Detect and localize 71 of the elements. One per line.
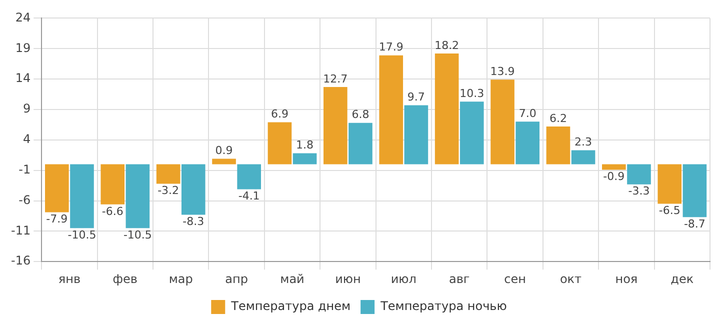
x-tick-label: май bbox=[280, 272, 304, 286]
data-label: 12.7 bbox=[323, 72, 348, 86]
y-tick-label: 9 bbox=[22, 102, 31, 116]
bar bbox=[490, 80, 514, 164]
data-label: -7.9 bbox=[46, 212, 68, 226]
x-tick-label: дек bbox=[670, 272, 694, 286]
bar bbox=[546, 126, 570, 164]
y-tick-label: -1 bbox=[18, 162, 31, 176]
bar bbox=[212, 158, 236, 164]
y-tick-label: 4 bbox=[22, 132, 31, 146]
bar bbox=[100, 164, 125, 204]
x-tick-label: июн bbox=[335, 272, 361, 286]
data-label: -8.7 bbox=[684, 218, 706, 231]
y-tick-label: 19 bbox=[15, 40, 31, 55]
y-tick-label: 14 bbox=[15, 71, 31, 86]
y-tick-label: 24 bbox=[15, 10, 31, 24]
data-label: -6.5 bbox=[658, 204, 680, 218]
data-label: -3.2 bbox=[158, 184, 180, 198]
legend-label: Температура ночью bbox=[380, 299, 507, 314]
data-label: 2.3 bbox=[574, 136, 592, 149]
data-label: -10.5 bbox=[68, 228, 96, 242]
data-label: 9.7 bbox=[407, 90, 425, 104]
bar bbox=[292, 153, 317, 164]
x-tick-label: ноя bbox=[615, 272, 638, 286]
x-tick-label: фев bbox=[112, 272, 138, 286]
data-label: -4.1 bbox=[238, 190, 260, 203]
bar bbox=[658, 164, 682, 204]
bar bbox=[627, 164, 651, 184]
x-tick-label: мар bbox=[168, 272, 193, 286]
data-label: -6.6 bbox=[102, 204, 124, 218]
y-tick-label: -16 bbox=[10, 254, 31, 268]
data-label: 0.9 bbox=[215, 144, 233, 158]
data-label: 13.9 bbox=[490, 65, 515, 78]
bar bbox=[602, 164, 626, 170]
data-label: 6.2 bbox=[549, 112, 567, 125]
data-label: -3.3 bbox=[628, 184, 650, 198]
y-tick-label: -6 bbox=[18, 192, 31, 207]
data-label: 7.0 bbox=[518, 107, 536, 120]
bar bbox=[571, 150, 596, 164]
x-tick-label: янв bbox=[58, 272, 81, 286]
data-label: -0.9 bbox=[603, 170, 625, 184]
data-label: 1.8 bbox=[296, 138, 314, 152]
data-label: 6.9 bbox=[270, 108, 288, 121]
bar bbox=[126, 164, 150, 228]
bar bbox=[70, 164, 94, 228]
bar bbox=[682, 164, 707, 218]
data-label: 17.9 bbox=[378, 40, 404, 54]
data-label: 10.3 bbox=[460, 86, 484, 100]
x-tick-label: июл bbox=[390, 272, 416, 286]
data-label: 18.2 bbox=[434, 38, 460, 52]
x-tick-label: апр bbox=[225, 272, 248, 286]
bar bbox=[324, 86, 348, 164]
bar bbox=[460, 102, 484, 164]
y-tick-label: -11 bbox=[10, 223, 31, 238]
bar bbox=[348, 122, 372, 164]
x-tick-label: окт bbox=[560, 272, 582, 286]
data-label: 6.8 bbox=[352, 108, 370, 122]
bar bbox=[45, 164, 69, 212]
x-tick-label: сен bbox=[504, 272, 526, 286]
bar bbox=[434, 53, 459, 164]
bar bbox=[181, 164, 206, 215]
bar bbox=[516, 122, 540, 164]
legend-label: Температура днем bbox=[230, 299, 351, 314]
bar bbox=[404, 105, 428, 164]
data-label: -10.5 bbox=[123, 228, 152, 242]
bar bbox=[156, 164, 180, 184]
bar bbox=[268, 122, 292, 164]
bar bbox=[379, 55, 404, 164]
data-label: -8.3 bbox=[182, 215, 204, 228]
x-tick-label: авг bbox=[448, 272, 470, 286]
bar bbox=[237, 164, 261, 190]
